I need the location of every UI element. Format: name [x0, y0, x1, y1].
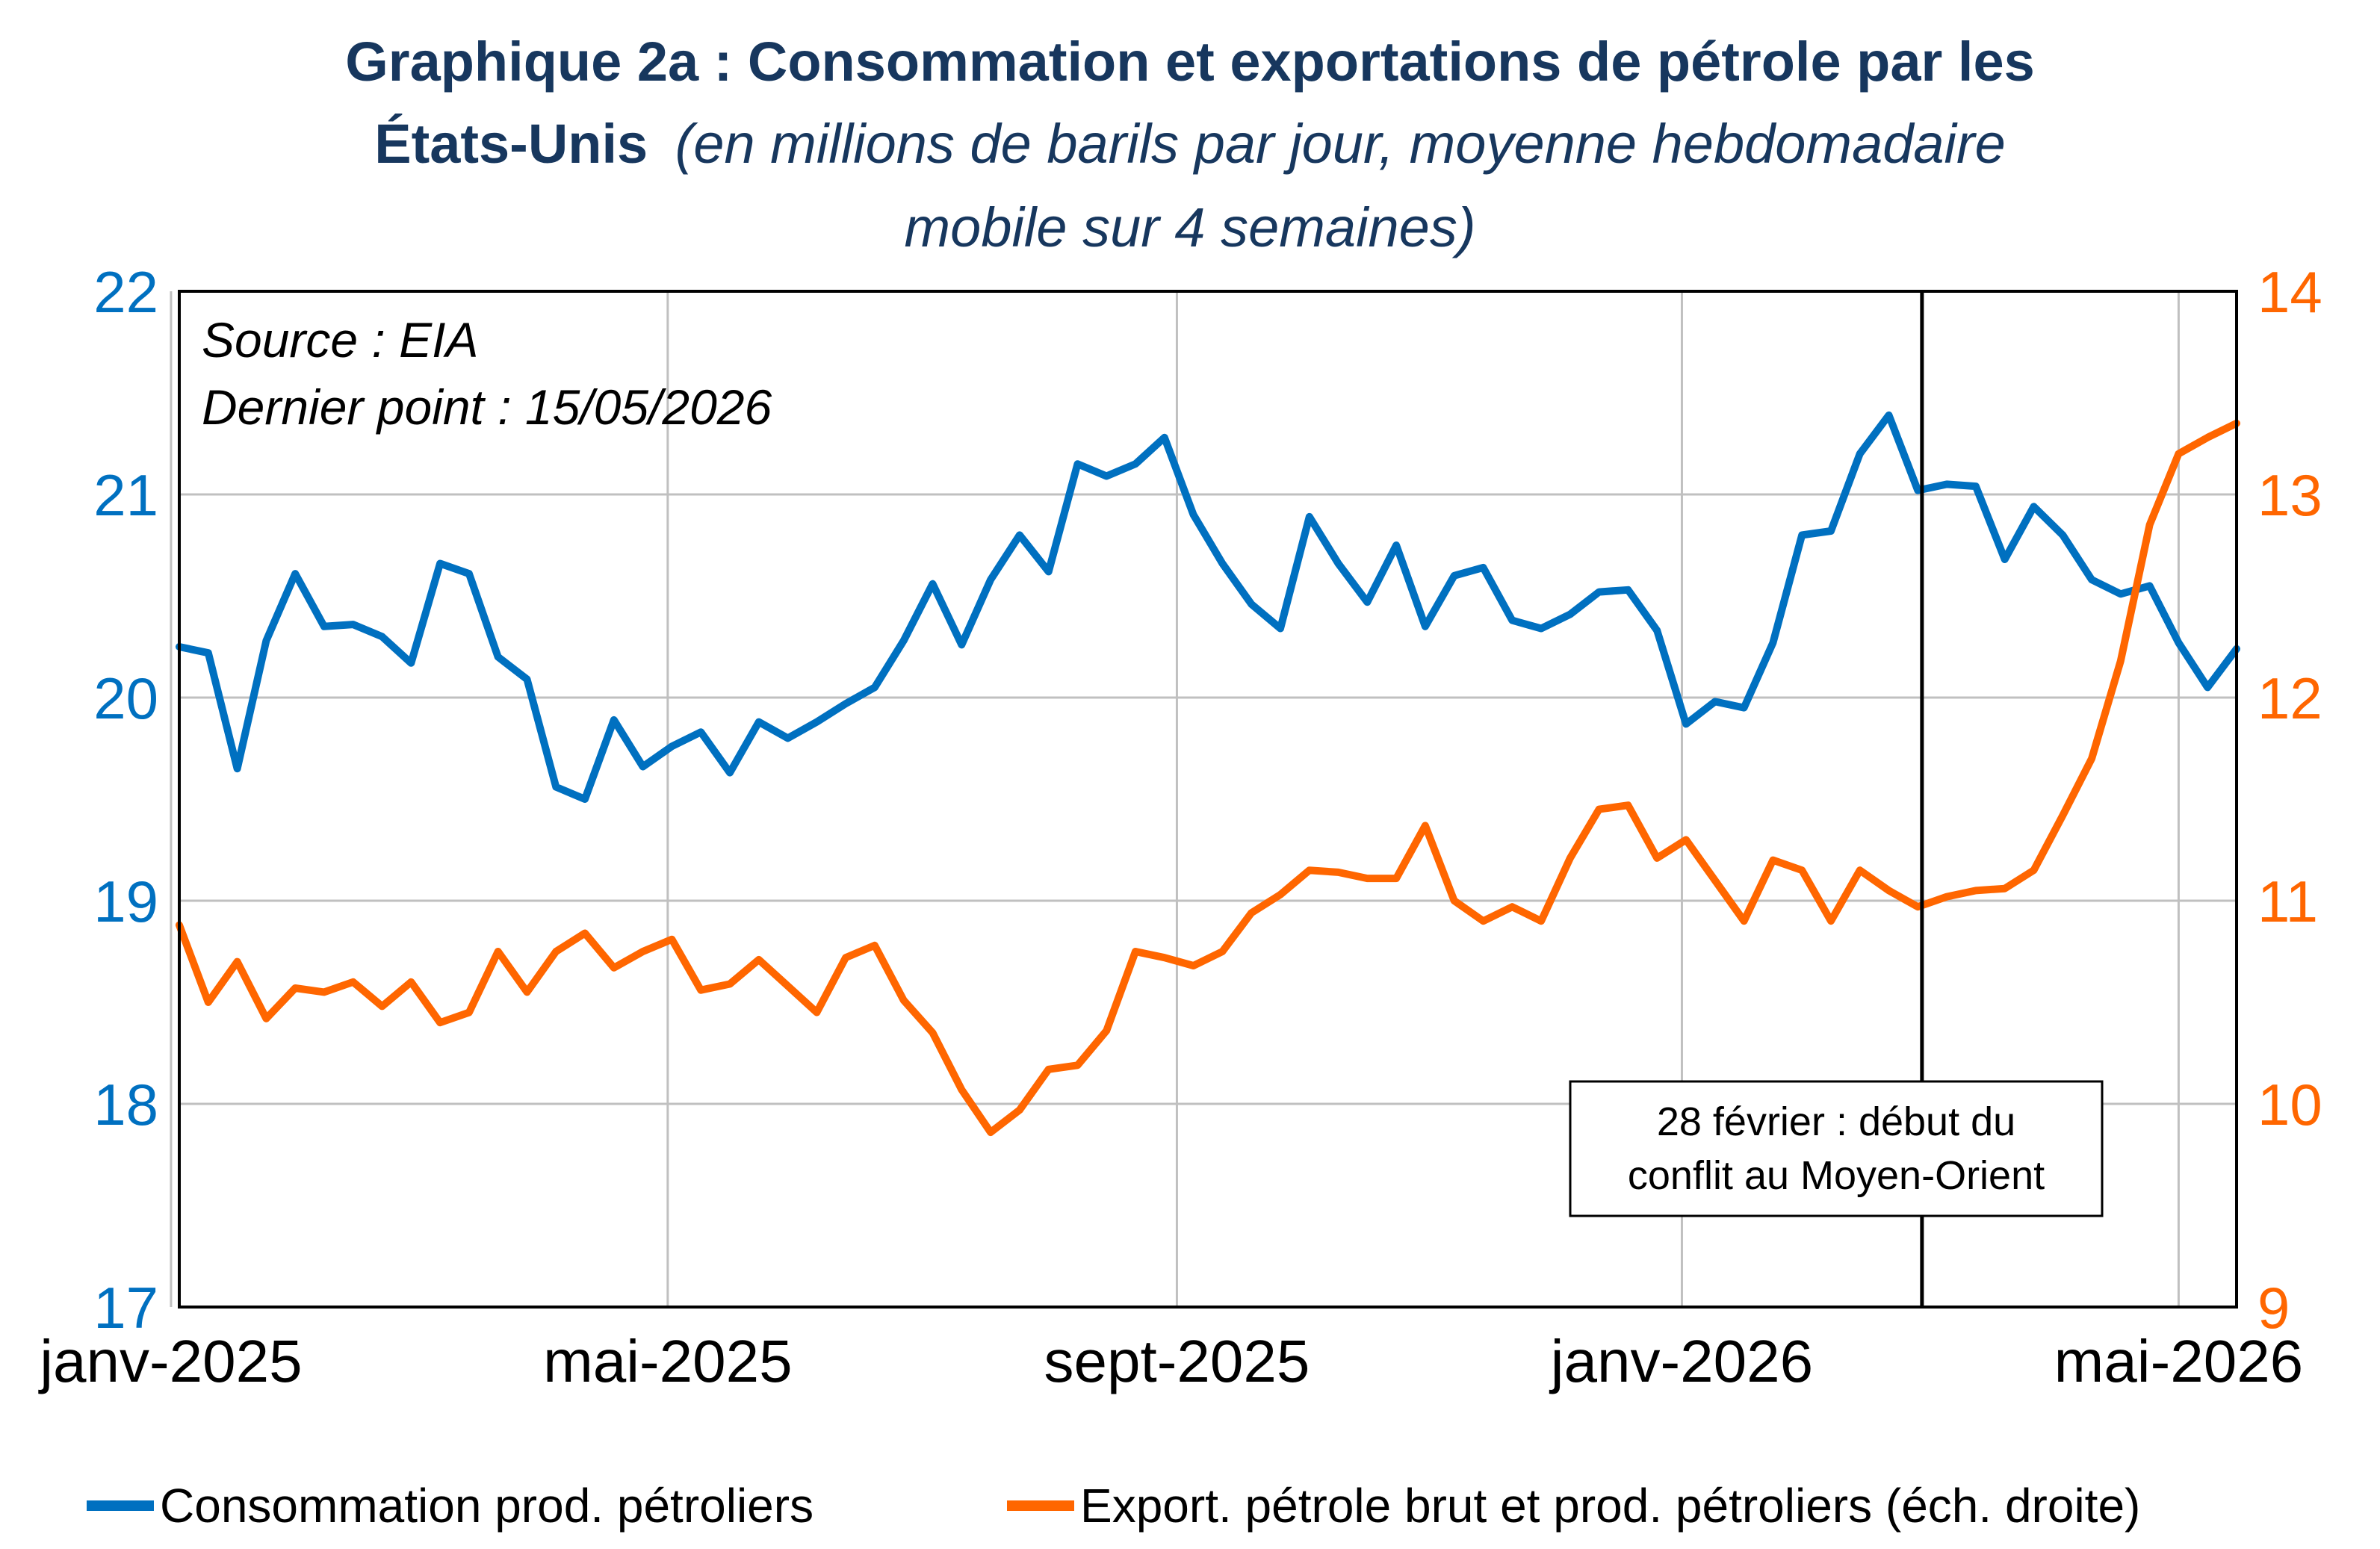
right-tick-label: 11 — [2257, 869, 2318, 934]
annotation-line1: 28 février : début du — [1657, 1099, 2015, 1144]
x-axis-ticks: janv-2025 mai-2025 sept-2025 janv-2026 mai-2… — [38, 1328, 2303, 1394]
chart-subtitle-line3: mobile sur 4 semaines) — [905, 196, 1476, 258]
left-tick-label: 20 — [93, 665, 158, 731]
chart-title-line2: États-Unis (en millions de barils par jo… — [374, 113, 2006, 176]
annotation-box — [1569, 1080, 2104, 1217]
chart-title-bold-part: États-Unis — [374, 113, 648, 175]
annotation-line2: conflit au Moyen-Orient — [1628, 1153, 2045, 1198]
x-tick-label: mai-2026 — [2054, 1328, 2304, 1394]
chart-subtitle-part: (en millions de barils par jour, moyenne… — [675, 113, 2006, 175]
right-tick-label: 14 — [2257, 259, 2322, 325]
x-tick-label: sept-2025 — [1044, 1328, 1310, 1394]
left-tick-label: 19 — [93, 869, 158, 934]
chart-title-line1: Graphique 2a : Consommation et exportati… — [345, 31, 2035, 93]
series-line-exports — [176, 419, 2240, 1137]
legend-label-exports: Export. pétrole brut et prod. pétroliers… — [1080, 1479, 2140, 1533]
left-axis-ticks: 17 18 19 20 21 22 — [93, 259, 158, 1341]
right-tick-label: 12 — [2257, 665, 2322, 731]
last-point-note: Dernier point : 15/05/2026 — [202, 379, 772, 435]
left-tick-label: 21 — [93, 462, 158, 528]
series-line-consumption — [176, 411, 2240, 803]
left-tick-label: 17 — [93, 1275, 158, 1341]
source-note: Source : EIA — [202, 312, 479, 367]
left-tick-label: 22 — [93, 259, 158, 325]
series-lines — [176, 411, 2240, 1137]
legend-label-consumption: Consommation prod. pétroliers — [160, 1479, 814, 1533]
right-tick-label: 13 — [2257, 462, 2322, 528]
right-tick-label: 10 — [2257, 1072, 2322, 1137]
right-tick-label: 9 — [2257, 1275, 2290, 1341]
x-tick-label: mai-2025 — [543, 1328, 793, 1394]
x-tick-label: janv-2026 — [1549, 1328, 1813, 1394]
right-axis-ticks: 9 10 11 12 13 14 — [2257, 259, 2322, 1341]
x-tick-label: janv-2025 — [38, 1328, 302, 1394]
plot-frame — [178, 290, 2238, 1309]
left-tick-label: 18 — [93, 1072, 158, 1137]
